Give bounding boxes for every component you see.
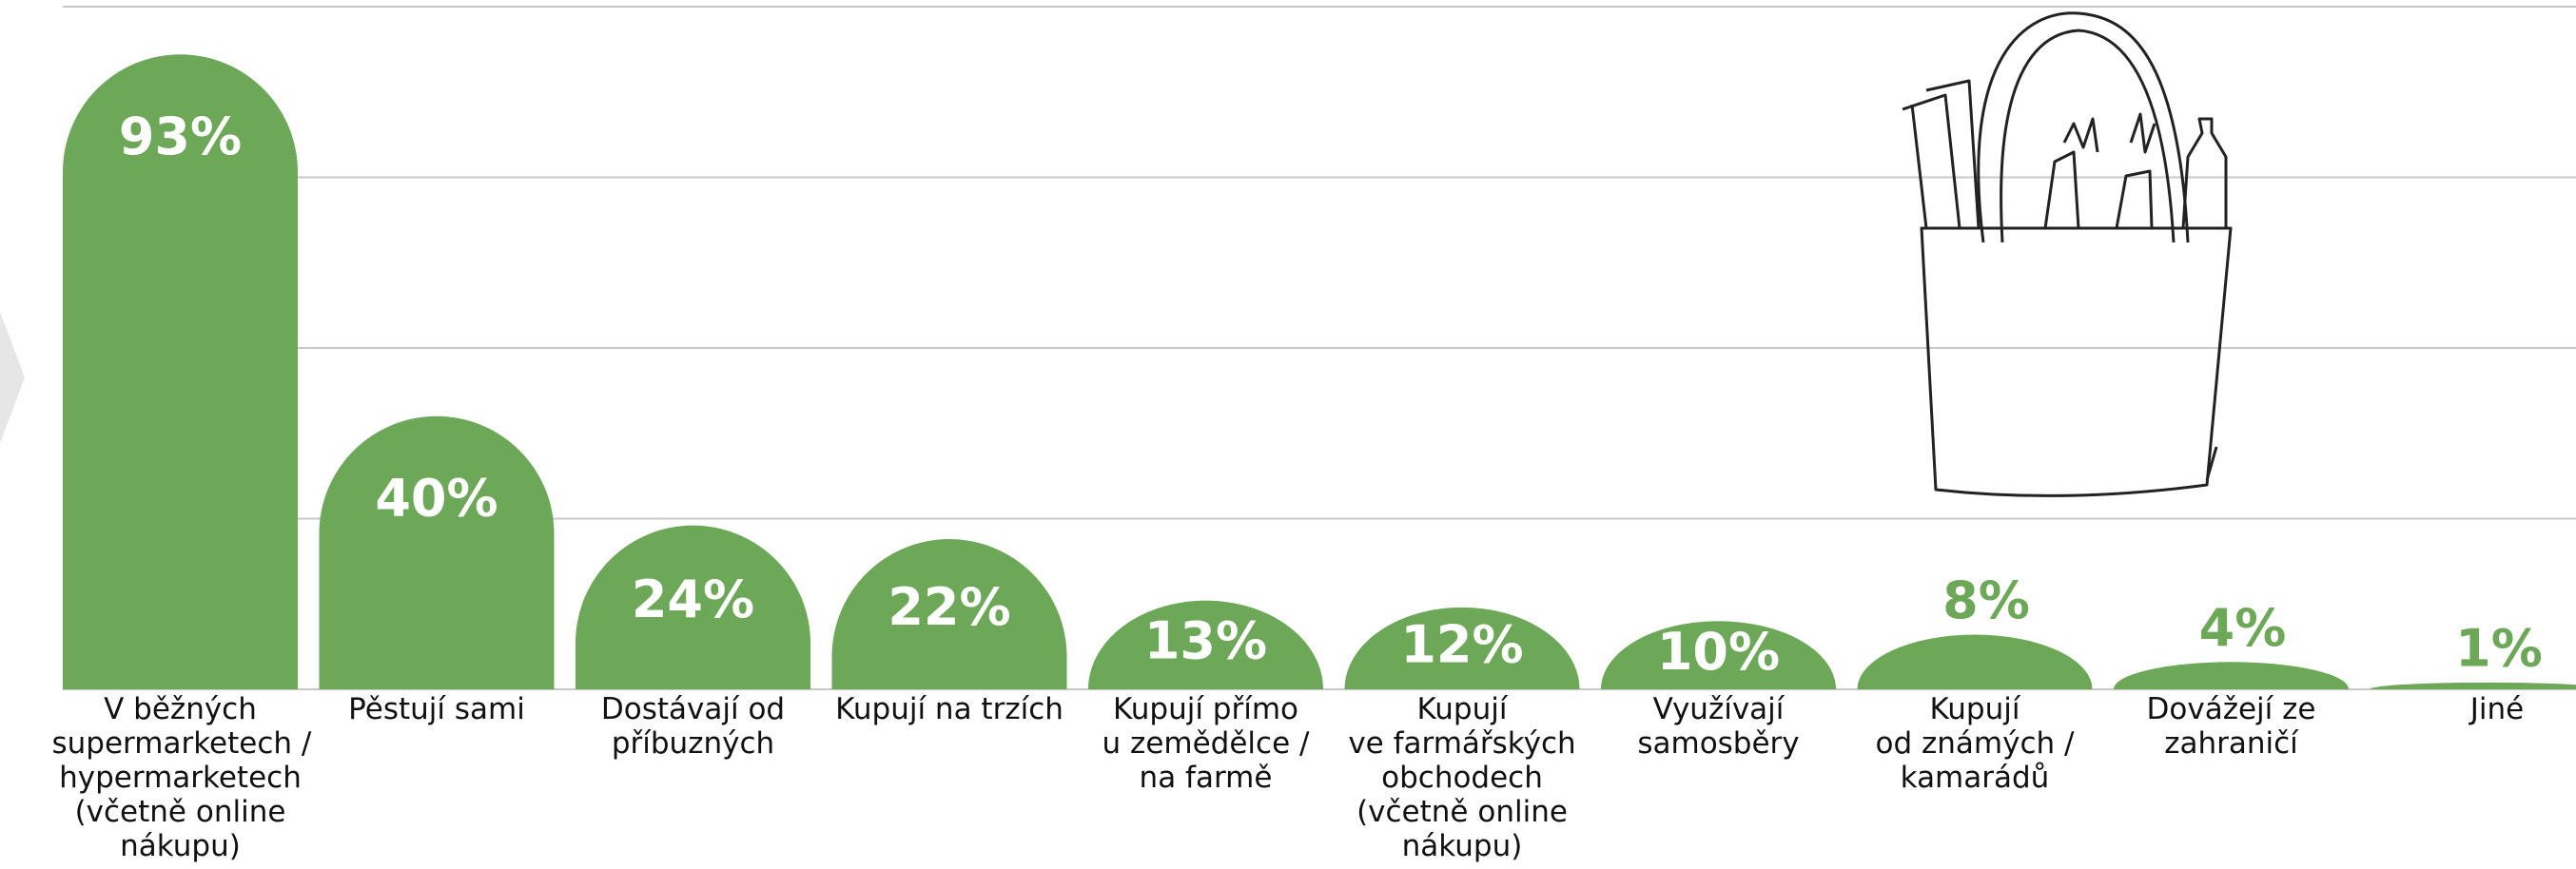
bar xyxy=(2370,682,2576,689)
bar xyxy=(2114,662,2349,689)
value-label: 13% xyxy=(1144,610,1267,670)
category-label: Dostávají od příbuzných xyxy=(600,692,786,761)
bar xyxy=(319,415,555,689)
side-arrow xyxy=(0,312,25,443)
category-label: Pěstují sami xyxy=(348,692,525,726)
bar xyxy=(1088,600,1323,689)
bar xyxy=(1601,621,1836,689)
category-label: Kupují ve farmářských obchodech (včetně … xyxy=(1348,692,1576,863)
bar xyxy=(1344,607,1580,689)
bar xyxy=(1857,634,2093,689)
bar xyxy=(831,539,1067,689)
value-label: 12% xyxy=(1400,614,1523,674)
category-label: Kupují přímo u zemědělce / na farmě xyxy=(1102,692,1310,795)
category-label: V běžných supermarketech / hypermarketec… xyxy=(51,692,312,863)
value-label: 93% xyxy=(119,106,242,166)
category-label: Dovážejí ze zahraničí xyxy=(2146,692,2316,761)
bars xyxy=(63,54,2576,689)
bar xyxy=(63,54,298,689)
category-label: Kupují na trzích xyxy=(835,692,1064,726)
value-label: 24% xyxy=(632,570,754,629)
bar xyxy=(576,525,810,689)
value-label: 40% xyxy=(375,468,498,528)
value-label: 22% xyxy=(888,577,1010,637)
value-label: 4% xyxy=(2199,598,2287,658)
category-label: Využívají samosběry xyxy=(1637,692,1800,761)
value-label: 8% xyxy=(1942,570,2030,630)
category-label: Kupují od známých / kamarádů xyxy=(1875,692,2075,795)
shopping-bag-illustration xyxy=(1902,11,2233,497)
value-label: 10% xyxy=(1657,622,1780,682)
value-label: 1% xyxy=(2455,618,2543,678)
category-label: Jiné xyxy=(2469,692,2525,726)
